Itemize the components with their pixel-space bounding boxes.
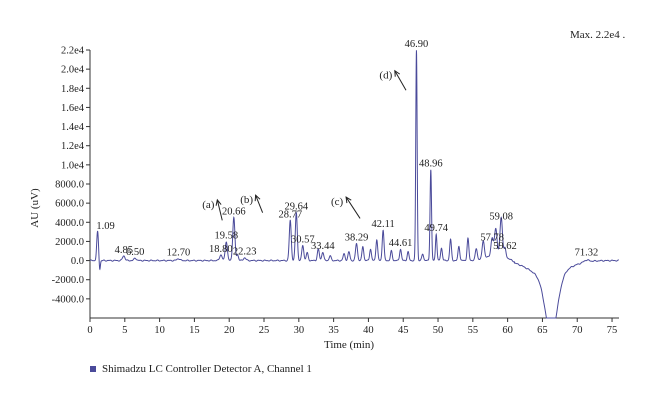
annotation-arrow-head bbox=[346, 197, 351, 203]
x-tick-label: 15 bbox=[189, 325, 200, 336]
peak-label: 33.44 bbox=[311, 241, 335, 252]
annotation-label: (c) bbox=[331, 196, 344, 208]
peak-label: 42.11 bbox=[371, 219, 394, 230]
peak-label: 12.70 bbox=[167, 248, 191, 259]
peak-label: 22.23 bbox=[233, 247, 257, 258]
x-tick-label: 55 bbox=[468, 325, 479, 336]
peak-label: 71.32 bbox=[575, 248, 599, 259]
y-tick-label: 2.2e4 bbox=[61, 46, 85, 57]
x-tick-label: 40 bbox=[363, 325, 374, 336]
chart-axes bbox=[90, 50, 619, 318]
peak-label: 20.66 bbox=[222, 207, 246, 218]
y-tick-label: -2000.0 bbox=[52, 275, 84, 286]
x-tick-label: 75 bbox=[607, 325, 618, 336]
x-tick-label: 45 bbox=[398, 325, 409, 336]
y-tick-label: -4000.0 bbox=[52, 294, 84, 305]
y-tick-label: 4000.0 bbox=[55, 218, 84, 229]
x-tick-label: 10 bbox=[154, 325, 165, 336]
y-tick-label: 8000.0 bbox=[55, 180, 84, 191]
x-tick-label: 30 bbox=[294, 325, 305, 336]
x-tick-label: 50 bbox=[433, 325, 444, 336]
peak-label: 46.90 bbox=[405, 39, 429, 50]
x-tick-label: 0 bbox=[87, 325, 92, 336]
y-tick-label: 1.6e4 bbox=[61, 103, 85, 114]
peak-label: 48.96 bbox=[419, 159, 443, 170]
y-tick-label: 2000.0 bbox=[55, 237, 84, 248]
x-tick-label: 65 bbox=[537, 325, 548, 336]
peak-label: 59.62 bbox=[493, 241, 517, 252]
y-tick-label: 2.0e4 bbox=[61, 65, 85, 76]
peak-labels: 1.094.856.50 12.70 18.8019.5820.6622.2328.… bbox=[96, 39, 598, 259]
x-tick-label: 60 bbox=[502, 325, 513, 336]
peak-label: 6.50 bbox=[126, 247, 144, 258]
chart-ticks: 0 5 10 15 20 25 30 35 40 45 50 55 60 65 70 75 2.2e4 2.0e4… bbox=[52, 46, 618, 337]
legend: Shimadzu LC Controller Detector A, Chann… bbox=[90, 363, 312, 375]
y-tick-label: 1.0e4 bbox=[61, 160, 85, 171]
y-tick-label: 1.2e4 bbox=[61, 141, 85, 152]
y-tick-label: 1.8e4 bbox=[61, 84, 85, 95]
y-tick-label: 0.0 bbox=[71, 256, 84, 267]
x-tick-label: 35 bbox=[328, 325, 339, 336]
peak-label: 18.80 bbox=[209, 244, 233, 255]
peak-label: 44.61 bbox=[389, 238, 413, 249]
y-tick-label: 1.4e4 bbox=[61, 122, 85, 133]
x-axis-label: Time (min) bbox=[324, 339, 374, 351]
peak-label: 59.08 bbox=[489, 211, 513, 222]
chromatogram-trace bbox=[90, 50, 619, 318]
chromatogram-chart: 0 5 10 15 20 25 30 35 40 45 50 55 60 65 70 75 2.2e4 2.0e4… bbox=[0, 0, 660, 406]
x-tick-label: 70 bbox=[572, 325, 583, 336]
annotation-label: (b) bbox=[240, 194, 253, 206]
peak-label: 1.09 bbox=[96, 221, 114, 232]
peak-label: 38.29 bbox=[345, 232, 369, 243]
peak-label: 19.58 bbox=[214, 230, 238, 241]
y-axis-label: AU (uV) bbox=[29, 188, 41, 228]
x-tick-label: 20 bbox=[224, 325, 235, 336]
max-note: Max. 2.2e4 . bbox=[570, 29, 626, 41]
peak-label: 49.74 bbox=[424, 223, 448, 234]
annotation-arrow-shaft bbox=[395, 71, 406, 90]
y-tick-label: 6000.0 bbox=[55, 199, 84, 210]
legend-swatch bbox=[90, 366, 96, 372]
annotation-label: (a) bbox=[202, 199, 215, 211]
peak-label: 29.64 bbox=[284, 202, 308, 213]
x-tick-label: 25 bbox=[259, 325, 270, 336]
x-tick-label: 5 bbox=[122, 325, 127, 336]
legend-label: Shimadzu LC Controller Detector A, Chann… bbox=[102, 363, 312, 375]
annotation-label: (d) bbox=[379, 70, 392, 82]
annotation-arrow-shaft bbox=[346, 197, 360, 218]
annotations: (a) (b) (c) (d) bbox=[202, 70, 406, 221]
